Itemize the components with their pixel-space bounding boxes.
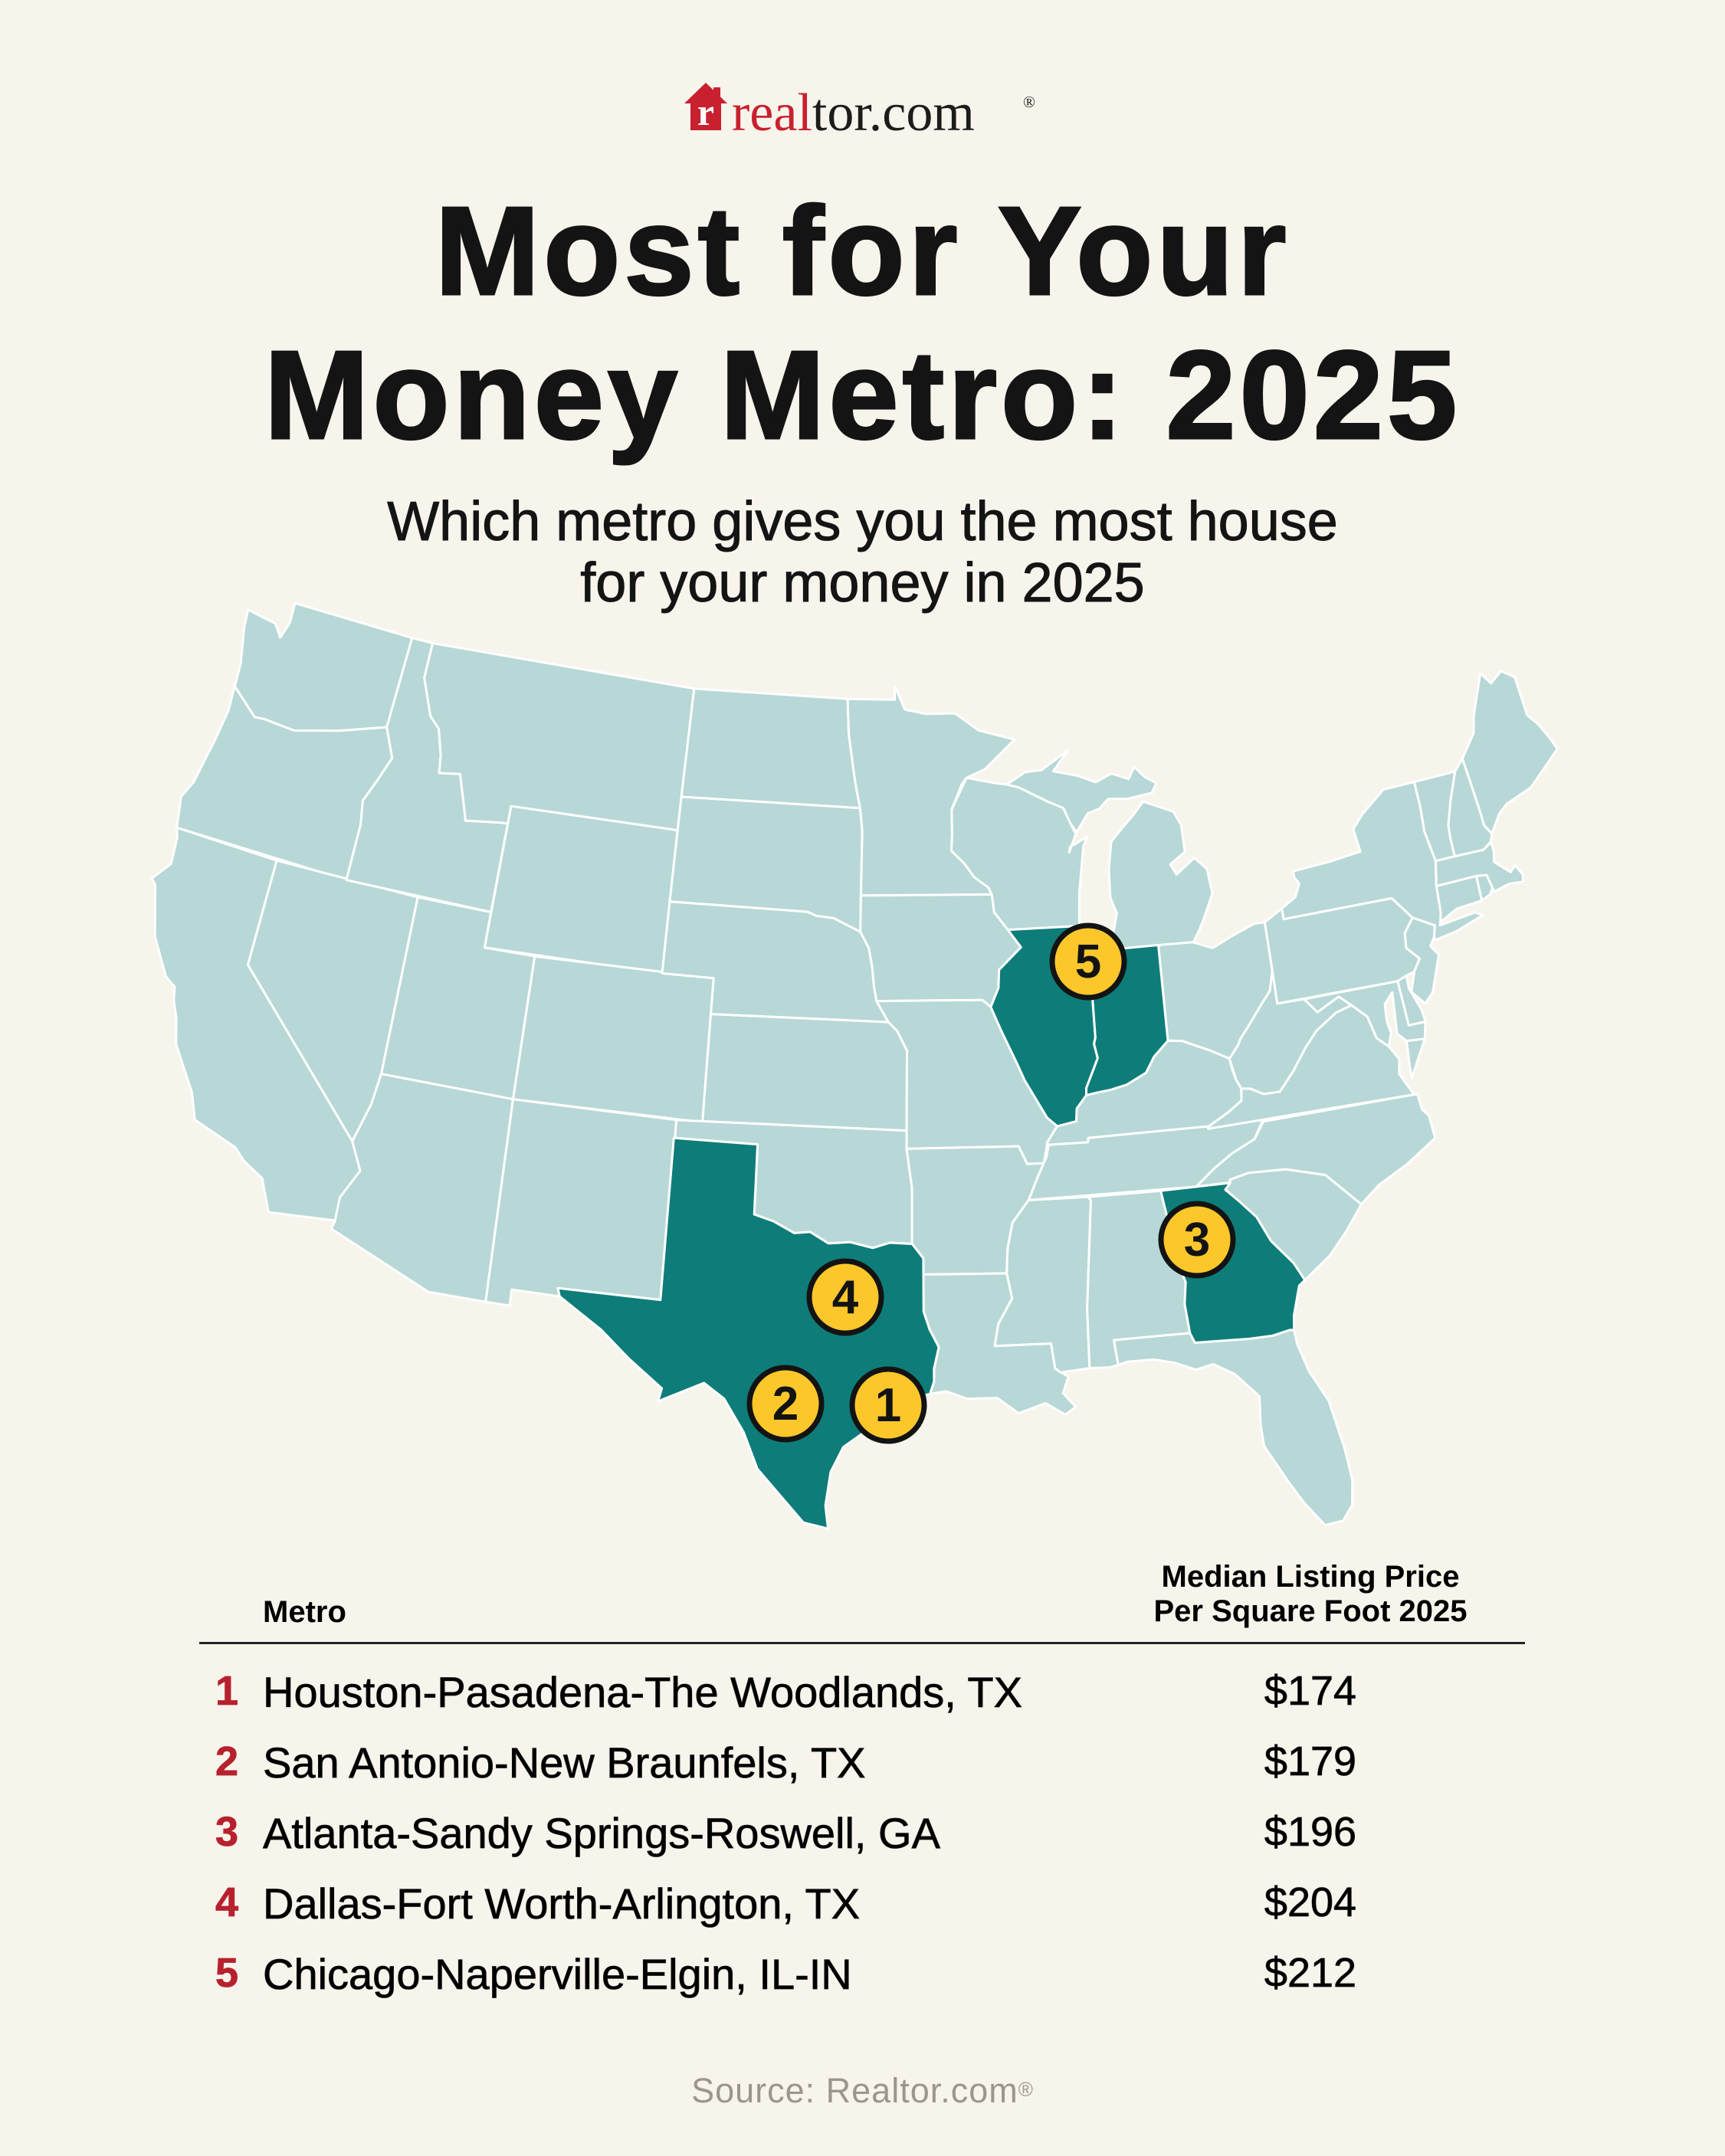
svg-text:4: 4 — [832, 1271, 859, 1324]
svg-text:3: 3 — [1184, 1214, 1210, 1266]
svg-text:1: 1 — [875, 1379, 901, 1432]
svg-text:r: r — [697, 90, 713, 133]
svg-text:5: 5 — [1075, 935, 1101, 988]
svg-text:realtor.com: realtor.com — [732, 84, 975, 143]
svg-text:®: ® — [1023, 93, 1035, 111]
svg-text:2: 2 — [772, 1378, 799, 1430]
